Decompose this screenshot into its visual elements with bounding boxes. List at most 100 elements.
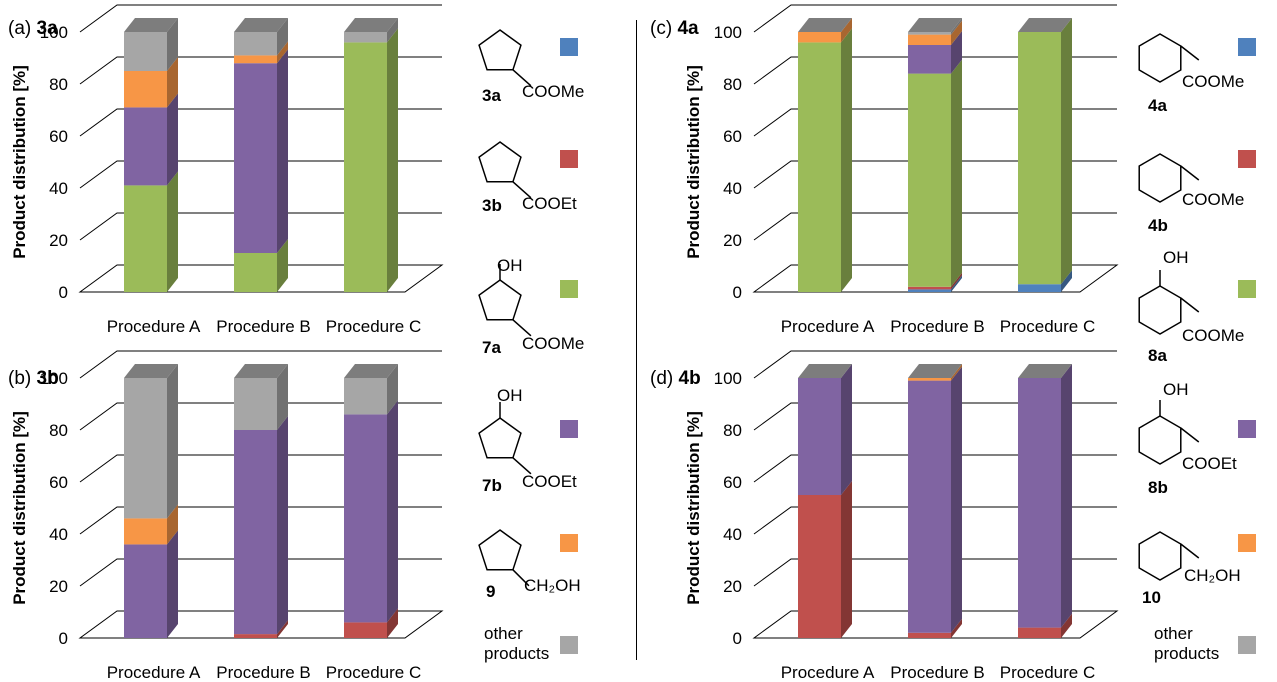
bar-segment-orange bbox=[234, 41, 288, 64]
y-tick-label: 20 bbox=[723, 577, 742, 596]
gridline bbox=[753, 350, 1117, 379]
cyclopentene-ring-icon bbox=[478, 417, 522, 459]
y-tick-label: 0 bbox=[59, 629, 68, 648]
gridline bbox=[753, 160, 1117, 189]
cyclopentene-ring-icon bbox=[478, 529, 522, 571]
bar-segment-orange bbox=[124, 504, 178, 545]
gridline bbox=[79, 454, 442, 483]
bar-segment-gray bbox=[344, 364, 398, 415]
bar-segment-gray bbox=[344, 18, 398, 43]
y-tick-label: 80 bbox=[723, 421, 742, 440]
legend-10-swatch bbox=[1238, 534, 1256, 552]
legend-7a-substituent: COOMe bbox=[522, 334, 585, 353]
legend-7b-hydroxy: OH bbox=[497, 386, 523, 405]
panel-a-label: (a) 3a bbox=[8, 18, 58, 39]
gridline bbox=[79, 558, 442, 587]
legend-3a-substituent: COOMe bbox=[522, 82, 585, 101]
legend-7a-hydroxy: OH bbox=[497, 256, 523, 275]
legend-3b-label: 3b bbox=[482, 196, 502, 215]
y-tick-label: 80 bbox=[49, 421, 68, 440]
bar-top-cap bbox=[908, 18, 962, 32]
legend-3b-swatch bbox=[560, 150, 578, 168]
cyclopentene-ring-icon bbox=[478, 141, 522, 183]
legend-4a-substituent: COOMe bbox=[1182, 72, 1245, 91]
legend-9-label: 9 bbox=[486, 582, 496, 601]
gridline bbox=[79, 108, 442, 137]
gridline bbox=[79, 212, 442, 241]
bar-segment-purple bbox=[1018, 364, 1072, 628]
bar-segment-red bbox=[1018, 613, 1072, 638]
legend-9-swatch bbox=[560, 534, 578, 552]
bar-segment-blue bbox=[1018, 270, 1072, 292]
floor-plane bbox=[78, 264, 444, 293]
bar-segment-purple bbox=[344, 400, 398, 623]
x-tick-label: Procedure C bbox=[1000, 663, 1095, 682]
y-tick-label: 0 bbox=[59, 283, 68, 302]
legend-8a-swatch bbox=[1238, 280, 1256, 298]
bar-segment-purple bbox=[908, 366, 962, 633]
gridline bbox=[753, 108, 1117, 137]
bar-top-cap bbox=[798, 18, 852, 32]
bar-top-cap bbox=[344, 364, 398, 378]
legend-9-substituent: CH₂OH bbox=[524, 576, 581, 595]
cyclohexene-ring-icon bbox=[1138, 531, 1182, 581]
gridline bbox=[79, 4, 442, 33]
y-tick-label: 20 bbox=[49, 231, 68, 250]
legend-3a-label: 3a bbox=[482, 86, 501, 105]
legend-7a-swatch bbox=[560, 280, 578, 298]
gridline bbox=[753, 558, 1117, 587]
legend-8a-hydroxy: OH bbox=[1163, 248, 1189, 267]
y-axis-title: Product distribution [%] bbox=[10, 411, 29, 605]
bar-top-cap bbox=[1018, 18, 1072, 32]
y-tick-label: 80 bbox=[49, 75, 68, 94]
x-tick-label: Procedure B bbox=[890, 317, 985, 336]
legend-4b-swatch bbox=[1238, 150, 1256, 168]
legend-10-substituent: CH₂OH bbox=[1184, 566, 1241, 585]
chart-panel-4a: 0 20 40 60 80 100 Product distribution [%] Proc… bbox=[684, 4, 1119, 336]
legend-8b-swatch bbox=[1238, 420, 1256, 438]
bar-top-cap bbox=[124, 18, 178, 32]
gridline bbox=[79, 350, 442, 379]
chart-panel-3b: 0 20 40 60 80 100 Product distribution [%] Proc… bbox=[10, 350, 444, 682]
bar-segment-green bbox=[908, 59, 962, 287]
y-tick-label: 40 bbox=[723, 179, 742, 198]
y-tick-label: 40 bbox=[49, 525, 68, 544]
legend-3b-substituent: COOEt bbox=[522, 194, 577, 213]
y-tick-label: 20 bbox=[723, 231, 742, 250]
chart-panel-3a: 0 20 40 60 80 100 Product distribution [%] Proc… bbox=[10, 4, 444, 336]
x-tick-label: Procedure A bbox=[781, 663, 875, 682]
bar-segment-red bbox=[908, 618, 962, 638]
legend-4b-substituent: COOMe bbox=[1182, 190, 1245, 209]
legend-8b-substituent: COOEt bbox=[1182, 454, 1237, 473]
legend-other-swatch bbox=[560, 636, 578, 654]
bar-segment-green bbox=[1018, 18, 1072, 285]
y-axis-title: Product distribution [%] bbox=[684, 411, 703, 605]
gridline bbox=[79, 506, 442, 535]
panel-divider bbox=[636, 20, 637, 660]
bar-segment-gray bbox=[124, 364, 178, 519]
y-tick-label: 0 bbox=[733, 283, 742, 302]
bar-segment-green bbox=[344, 28, 398, 293]
legend-8a-label: 8a bbox=[1148, 346, 1167, 365]
bar-segment-gray bbox=[124, 18, 178, 71]
bar-segment-blue bbox=[908, 275, 962, 292]
panel-d-label: (d) 4b bbox=[650, 368, 701, 389]
gridline bbox=[753, 56, 1117, 85]
x-tick-label: Procedure C bbox=[326, 663, 421, 682]
legend-3a-swatch bbox=[560, 38, 578, 56]
legend-4b-label: 4b bbox=[1148, 216, 1168, 235]
y-tick-label: 100 bbox=[40, 23, 68, 42]
cyclohexene-ring-icon bbox=[1138, 33, 1182, 83]
bar-segment-red bbox=[798, 481, 852, 638]
legend-8a-substituent: COOMe bbox=[1182, 326, 1245, 345]
bar-segment-purple bbox=[798, 364, 852, 495]
x-tick-label: Procedure A bbox=[781, 317, 875, 336]
gridline bbox=[753, 454, 1117, 483]
bar-segment-orange bbox=[124, 57, 178, 108]
bar-segment-red bbox=[908, 272, 962, 290]
bar-segment-purple bbox=[234, 416, 288, 635]
bar-segment-green bbox=[124, 171, 178, 292]
cyclohexene-ring-icon bbox=[1138, 153, 1182, 203]
x-tick-label: Procedure C bbox=[1000, 317, 1095, 336]
